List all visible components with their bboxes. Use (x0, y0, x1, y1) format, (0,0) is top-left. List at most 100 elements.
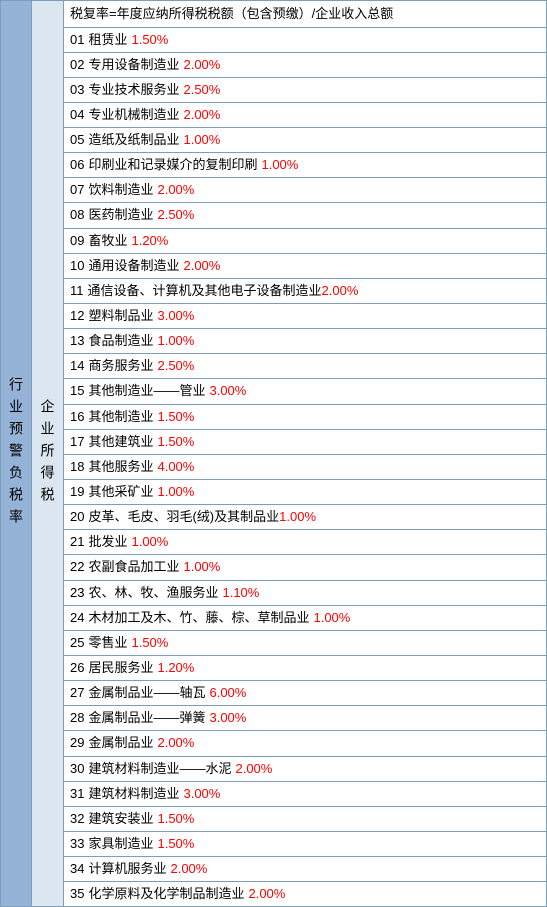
tax-rate-percent: 2.00% (248, 884, 285, 904)
table-row: 26居民服务业1.20% (64, 656, 547, 681)
tax-rate-table: 行业预警负税率 企业所得税 税复率=年度应纳所得税税额（包含预缴）/企业收入总额… (0, 0, 547, 907)
table-row: 16其他制造业1.50% (64, 405, 547, 430)
row-number: 23 (70, 583, 84, 603)
industry-name: 饮料制造业 (88, 180, 153, 200)
category-label-mid: 企业所得税 (32, 0, 64, 907)
tax-rate-percent: 1.50% (131, 30, 168, 50)
tax-rate-percent: 2.00% (322, 281, 359, 301)
table-row: 06印刷业和记录媒介的复制印刷1.00% (64, 153, 547, 178)
industry-name: 专用设备制造业 (88, 55, 179, 75)
industry-name: 家具制造业 (88, 834, 153, 854)
tax-rate-percent: 1.00% (261, 155, 298, 175)
row-number: 16 (70, 407, 84, 427)
industry-name: 其他制造业 (88, 407, 153, 427)
table-row: 18其他服务业4.00% (64, 455, 547, 480)
row-number: 33 (70, 834, 84, 854)
row-number: 05 (70, 130, 84, 150)
industry-name: 商务服务业 (88, 356, 153, 376)
row-number: 17 (70, 432, 84, 452)
row-number: 14 (70, 356, 84, 376)
row-number: 21 (70, 532, 84, 552)
industry-name: 造纸及纸制品业 (88, 130, 179, 150)
tax-rate-percent: 1.00% (131, 532, 168, 552)
industry-name: 租赁业 (88, 30, 127, 50)
tax-rate-percent: 1.50% (157, 432, 194, 452)
tax-rate-percent: 2.50% (183, 80, 220, 100)
industry-name: 其他服务业 (88, 457, 153, 477)
industry-name: 居民服务业 (88, 658, 153, 678)
table-row: 15其他制造业——管业3.00% (64, 379, 547, 404)
tax-rate-percent: 2.00% (157, 180, 194, 200)
industry-name: 建筑材料制造业——水泥 (88, 759, 231, 779)
table-row: 07饮料制造业2.00% (64, 178, 547, 203)
tax-rate-percent: 1.00% (183, 130, 220, 150)
table-row: 13食品制造业1.00% (64, 329, 547, 354)
row-number: 30 (70, 759, 84, 779)
industry-name: 零售业 (88, 633, 127, 653)
row-number: 26 (70, 658, 84, 678)
table-row: 28金属制品业——弹簧3.00% (64, 706, 547, 731)
industry-name: 专业机械制造业 (88, 105, 179, 125)
row-number: 19 (70, 482, 84, 502)
formula-header: 税复率=年度应纳所得税税额（包含预缴）/企业收入总额 (64, 0, 547, 28)
table-row: 04专业机械制造业2.00% (64, 103, 547, 128)
table-row: 27金属制品业——轴瓦6.00% (64, 681, 547, 706)
industry-name: 其他制造业——管业 (88, 381, 205, 401)
tax-rate-percent: 3.00% (157, 306, 194, 326)
table-row: 32建筑安装业1.50% (64, 807, 547, 832)
industry-name: 塑料制品业 (88, 306, 153, 326)
tax-rate-percent: 1.00% (183, 557, 220, 577)
row-number: 24 (70, 608, 84, 628)
tax-rate-percent: 1.50% (131, 633, 168, 653)
tax-rate-percent: 3.00% (183, 784, 220, 804)
table-row: 22农副食品加工业1.00% (64, 555, 547, 580)
industry-name: 畜牧业 (88, 231, 127, 251)
table-row: 21批发业1.00% (64, 530, 547, 555)
table-row: 05造纸及纸制品业1.00% (64, 128, 547, 153)
row-number: 35 (70, 884, 84, 904)
tax-rate-percent: 2.00% (183, 105, 220, 125)
row-number: 04 (70, 105, 84, 125)
row-number: 15 (70, 381, 84, 401)
table-row: 17其他建筑业1.50% (64, 430, 547, 455)
tax-rate-percent: 2.50% (157, 356, 194, 376)
table-row: 03专业技术服务业2.50% (64, 78, 547, 103)
tax-rate-percent: 1.20% (157, 658, 194, 678)
table-row: 35化学原料及化学制品制造业2.00% (64, 882, 547, 907)
tax-rate-percent: 2.00% (170, 859, 207, 879)
tax-rate-percent: 6.00% (209, 683, 246, 703)
industry-name: 化学原料及化学制品制造业 (88, 884, 244, 904)
industry-name: 建筑材料制造业 (88, 784, 179, 804)
industry-name: 批发业 (88, 532, 127, 552)
row-number: 06 (70, 155, 84, 175)
tax-rate-percent: 1.00% (279, 507, 316, 527)
tax-rate-percent: 1.20% (131, 231, 168, 251)
tax-rate-percent: 2.50% (157, 205, 194, 225)
row-number: 20 (70, 507, 84, 527)
industry-name: 通信设备、计算机及其他电子设备制造业 (88, 281, 322, 301)
tax-rate-percent: 1.00% (157, 482, 194, 502)
tax-rate-percent: 2.00% (235, 759, 272, 779)
table-row: 30建筑材料制造业——水泥2.00% (64, 757, 547, 782)
row-number: 10 (70, 256, 84, 276)
industry-name: 食品制造业 (88, 331, 153, 351)
row-number: 34 (70, 859, 84, 879)
table-row: 11通信设备、计算机及其他电子设备制造业2.00% (64, 279, 547, 304)
rates-column: 税复率=年度应纳所得税税额（包含预缴）/企业收入总额 01租赁业1.50%02专… (64, 0, 547, 907)
table-row: 14商务服务业2.50% (64, 354, 547, 379)
table-row: 29金属制品业2.00% (64, 731, 547, 756)
table-row: 09畜牧业1.20% (64, 229, 547, 254)
table-row: 10通用设备制造业2.00% (64, 254, 547, 279)
row-number: 29 (70, 733, 84, 753)
rows-container: 01租赁业1.50%02专用设备制造业2.00%03专业技术服务业2.50%04… (64, 28, 547, 907)
table-row: 23农、林、牧、渔服务业1.10% (64, 581, 547, 606)
row-number: 01 (70, 30, 84, 50)
row-number: 02 (70, 55, 84, 75)
row-number: 07 (70, 180, 84, 200)
table-row: 34计算机服务业2.00% (64, 857, 547, 882)
table-row: 12塑料制品业3.00% (64, 304, 547, 329)
category-label-left: 行业预警负税率 (0, 0, 32, 907)
row-number: 25 (70, 633, 84, 653)
table-row: 31建筑材料制造业3.00% (64, 782, 547, 807)
tax-rate-percent: 1.00% (157, 331, 194, 351)
